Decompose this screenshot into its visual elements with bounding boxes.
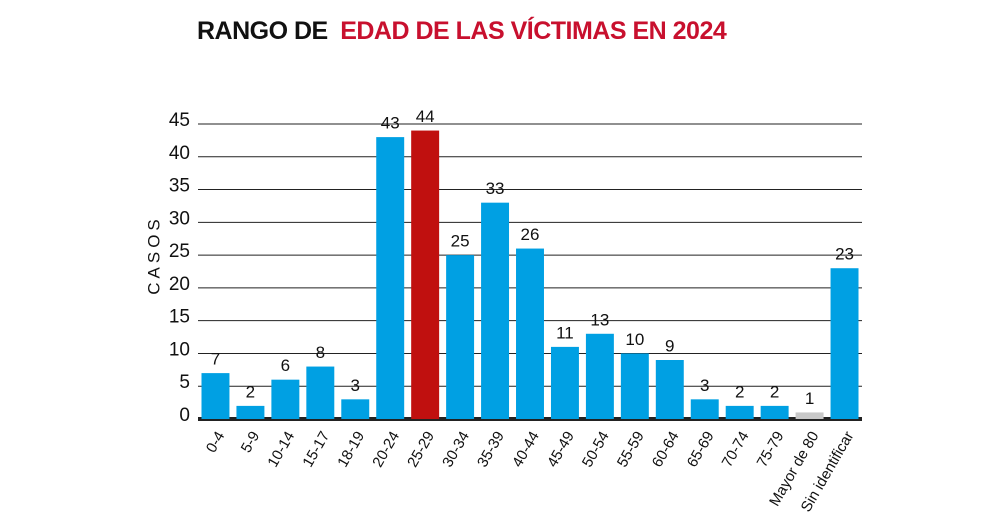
x-tick-label: 15-17: [299, 428, 333, 470]
y-tick-label: 15: [169, 307, 190, 328]
bar: [690, 399, 719, 419]
value-label: 26: [521, 225, 540, 244]
y-tick-label: 45: [169, 110, 190, 131]
x-tick-label: 45-49: [544, 428, 578, 470]
y-tick-label: 10: [169, 339, 190, 360]
value-label: 7: [211, 350, 220, 369]
x-tick-label: 65-69: [684, 428, 718, 470]
value-label: 1: [805, 389, 814, 408]
x-tick-label: 40-44: [509, 428, 543, 470]
y-tick-label: 0: [179, 405, 190, 426]
bar: [830, 268, 859, 419]
x-tick-label: 0-4: [203, 428, 229, 455]
bar: [655, 360, 684, 419]
value-label: 8: [316, 343, 325, 362]
value-label: 33: [486, 179, 505, 198]
bar: [585, 333, 614, 419]
value-label: 2: [770, 382, 779, 401]
bar: [201, 373, 230, 419]
value-label: 44: [416, 107, 435, 126]
value-label: 3: [700, 376, 709, 395]
x-tick-label: 10-14: [264, 428, 298, 470]
value-label: 25: [451, 232, 470, 251]
bar: [795, 412, 824, 419]
bar: [620, 353, 649, 419]
x-tick-label: 5-9: [238, 428, 264, 455]
y-tick-label: 30: [169, 208, 190, 229]
value-label: 2: [735, 382, 744, 401]
value-label: 2: [246, 382, 255, 401]
title-part: EDAD DE LAS VÍCTIMAS EN 2024: [340, 16, 727, 45]
y-tick-label: 35: [169, 176, 190, 197]
value-label: 9: [665, 336, 674, 355]
y-tick-label: 5: [179, 372, 190, 393]
x-tick-label: 60-64: [649, 428, 683, 470]
bar: [306, 366, 335, 419]
y-tick-label: 20: [169, 274, 190, 295]
x-tick-label: 75-79: [754, 428, 788, 470]
bar: [341, 399, 370, 419]
value-label: 3: [351, 376, 360, 395]
bar: [516, 248, 544, 419]
bar: [550, 346, 579, 419]
x-tick-label: 35-39: [474, 428, 508, 470]
y-tick-label: 25: [169, 241, 190, 262]
x-tick-label: 50-54: [579, 428, 613, 470]
bar: [446, 255, 475, 419]
x-tick-label: 30-34: [439, 428, 473, 470]
x-tick-label: 70-74: [719, 428, 753, 470]
value-label: 10: [625, 330, 644, 349]
y-axis-label: CASOS: [144, 215, 163, 295]
x-tick-label: 25-29: [404, 428, 438, 470]
bar: [725, 405, 754, 419]
value-label: 13: [590, 310, 609, 329]
value-label: 23: [835, 245, 854, 264]
bar: [481, 202, 510, 419]
bar: [376, 137, 405, 419]
value-label: 11: [556, 323, 574, 342]
title-part: RANGO DE: [197, 17, 328, 45]
value-label: 43: [381, 114, 400, 133]
y-tick-label: 40: [169, 143, 190, 164]
bar: [411, 130, 440, 420]
x-tick-label: 20-24: [369, 428, 403, 470]
bar: [760, 405, 789, 419]
x-tick-label: 18-19: [334, 428, 368, 470]
bar: [236, 405, 265, 419]
x-tick-label: 55-59: [614, 428, 648, 470]
bar: [271, 379, 300, 419]
chart-title: RANGO DE EDAD DE LAS VÍCTIMAS EN 2024: [197, 16, 727, 45]
value-label: 6: [281, 356, 290, 375]
